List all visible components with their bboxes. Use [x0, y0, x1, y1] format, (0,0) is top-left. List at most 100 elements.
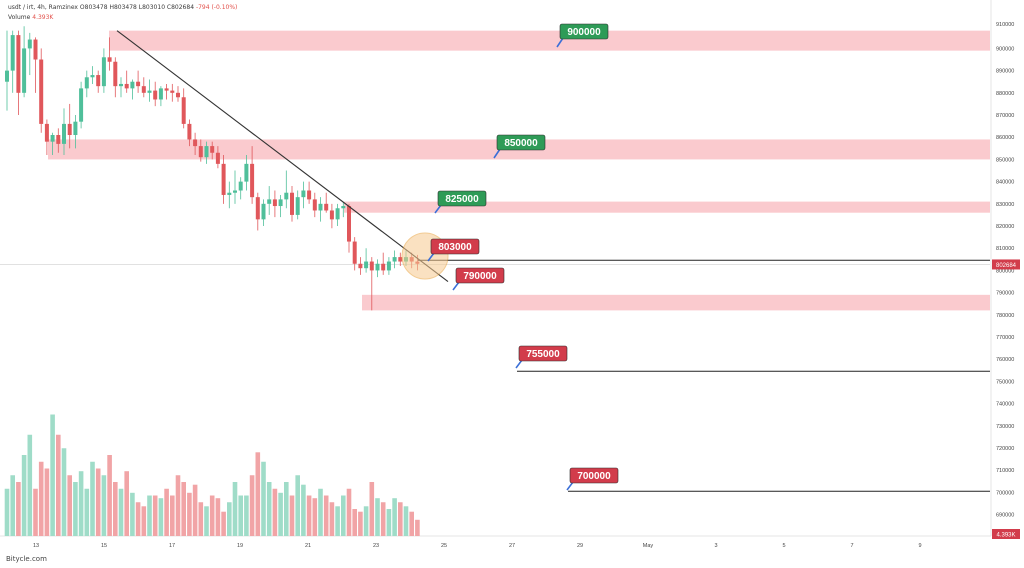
x-tick-label: 23 [373, 543, 379, 549]
x-tick-label: 3 [714, 543, 717, 549]
volume-bar [175, 475, 181, 536]
volume-bar [95, 468, 101, 536]
y-tick-label: 770000 [996, 335, 1014, 341]
volume-label: Volume [8, 14, 31, 21]
candle-body [187, 123, 192, 140]
y-tick-label: 890000 [996, 69, 1014, 75]
candle-body [318, 203, 323, 211]
volume-bar [204, 506, 209, 536]
volume-bar [301, 484, 306, 536]
volume-bar [289, 495, 295, 536]
volume-bar [415, 519, 420, 536]
volume-bar [392, 498, 397, 536]
volume-bar [380, 502, 386, 536]
candle-body [124, 83, 129, 89]
volume-bar [78, 471, 84, 536]
volume-value: 4.393K [32, 14, 54, 21]
candle-body [113, 61, 118, 87]
volume-bar [409, 511, 414, 536]
volume-bar [266, 482, 272, 536]
x-tick-label: 5 [782, 543, 785, 549]
supply-zone [109, 30, 990, 51]
candle-body [290, 192, 294, 215]
volume-bar [84, 488, 90, 536]
volume-bar [90, 461, 95, 536]
volume-bar [295, 475, 300, 536]
y-tick-label: 850000 [996, 157, 1014, 163]
candle-body [130, 81, 135, 89]
y-tick-label: 750000 [996, 379, 1014, 385]
volume-bar [329, 502, 335, 536]
volume-bar [181, 482, 186, 536]
label-825000-text: 825000 [445, 194, 479, 205]
volume-bar [56, 434, 61, 536]
current-price-text: 802684 [996, 263, 1017, 269]
volume-bar [244, 495, 249, 536]
candle-body [5, 70, 9, 82]
candle-body [96, 75, 101, 87]
label-803000-badge [430, 238, 480, 255]
volume-bar [141, 506, 147, 536]
label-850000-text: 850000 [504, 138, 538, 149]
volume-bar [255, 452, 261, 536]
candle-body [210, 146, 215, 153]
candle-body [255, 197, 260, 220]
volume-bar [261, 461, 266, 536]
candle-body [44, 123, 49, 142]
volume-bar [152, 495, 158, 536]
candle-body [369, 261, 374, 271]
candle-body [284, 192, 289, 200]
candle-body [158, 88, 163, 100]
y-tick-label: 700000 [996, 490, 1014, 496]
volume-bar [192, 484, 198, 536]
volume-bar [403, 506, 409, 536]
volume-bar [16, 482, 21, 536]
candle-body [164, 88, 169, 91]
candle-body [329, 210, 334, 220]
x-tick-label: 17 [169, 543, 175, 549]
label-700000-badge [569, 467, 619, 484]
volume-bar [61, 448, 67, 536]
x-tick-label: 19 [237, 543, 243, 549]
candle-body [272, 199, 277, 207]
y-tick-label: 910000 [996, 22, 1014, 28]
volume-bar [135, 502, 141, 536]
x-tick-label: 29 [577, 543, 583, 549]
y-tick-label: 800000 [996, 268, 1014, 274]
candle-body [267, 199, 272, 204]
label-700000-pointer [566, 481, 574, 491]
label-755000-text: 755000 [526, 349, 560, 360]
candle-body [181, 97, 186, 124]
candle-body [375, 263, 380, 271]
volume-bar [232, 482, 238, 536]
volume-bar [164, 488, 169, 536]
candle-body [238, 181, 243, 191]
candle-body [101, 57, 106, 87]
volume-bar [130, 492, 135, 536]
volume-bar [221, 511, 226, 536]
volume-bar [209, 495, 215, 536]
volume-bar [375, 498, 380, 536]
supply-zone [344, 201, 990, 213]
y-tick-label: 760000 [996, 357, 1014, 363]
candle-body [233, 190, 237, 193]
volume-bar [312, 498, 318, 536]
volume-bar [73, 482, 78, 536]
label-755000-badge [518, 345, 568, 362]
candle-body [84, 77, 89, 89]
volume-bar [363, 506, 369, 536]
y-tick-label: 720000 [996, 446, 1014, 452]
candle-body [62, 123, 66, 144]
volume-bar [238, 495, 243, 536]
label-790000-pointer [452, 281, 460, 291]
candle-body [141, 86, 146, 93]
volume-bar [38, 461, 44, 536]
volume-bar [101, 475, 107, 536]
candle-body [386, 261, 391, 271]
volume-bar [113, 482, 118, 536]
candle-body [324, 203, 329, 211]
label-825000-pointer [434, 204, 442, 214]
label-790000-badge [455, 267, 505, 284]
volume-bar [369, 482, 375, 536]
